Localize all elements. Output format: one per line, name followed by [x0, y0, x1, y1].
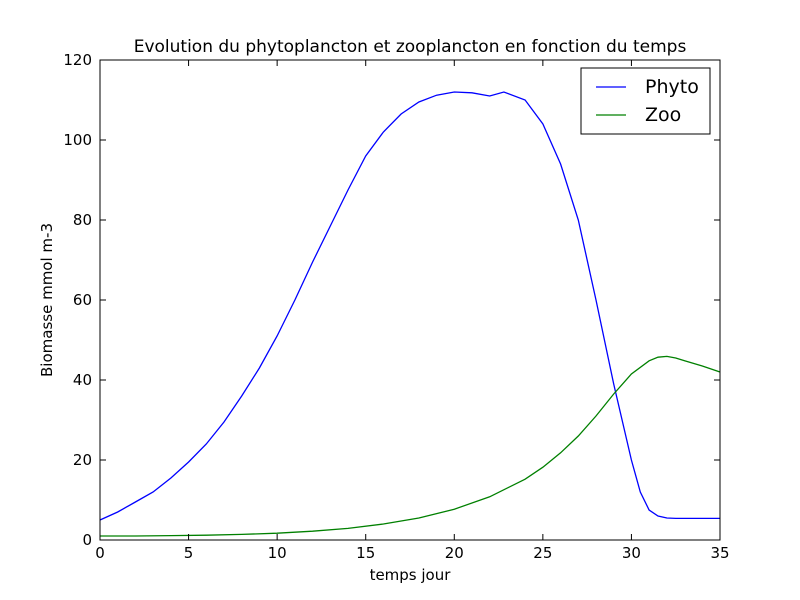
chart-title: Evolution du phytoplancton et zooplancto…	[134, 37, 687, 57]
x-tick-label: 0	[95, 544, 105, 562]
x-axis-label: temps jour	[370, 566, 452, 584]
x-tick-label: 25	[533, 544, 552, 562]
legend: Phyto Zoo	[580, 67, 711, 135]
x-tick-label: 30	[622, 544, 641, 562]
y-tick-label: 120	[63, 51, 92, 69]
series-line-zoo	[100, 355, 721, 537]
legend-label-zoo: Zoo	[645, 104, 681, 126]
series-layer	[99, 91, 721, 537]
x-tick-label: 10	[268, 544, 287, 562]
x-tick-label: 35	[710, 544, 729, 562]
x-tick-label: 5	[184, 544, 194, 562]
series-line-phyto	[99, 91, 720, 521]
legend-box	[580, 67, 711, 135]
y-tick-label: 60	[73, 291, 92, 309]
y-axis-label: Biomasse mmol m-3	[38, 223, 56, 377]
x-tick-label: 15	[356, 544, 375, 562]
x-tick-label: 20	[445, 544, 464, 562]
y-tick-label: 0	[82, 531, 92, 549]
y-tick-label: 80	[73, 211, 92, 229]
legend-label-phyto: Phyto	[645, 76, 699, 98]
y-tick-label: 100	[63, 131, 92, 149]
y-tick-label: 20	[73, 451, 92, 469]
y-tick-label: 40	[73, 371, 92, 389]
tick-layer: 0 5 10 15 20 25 30 35 0 20 40 60 80 100 120	[63, 51, 729, 562]
